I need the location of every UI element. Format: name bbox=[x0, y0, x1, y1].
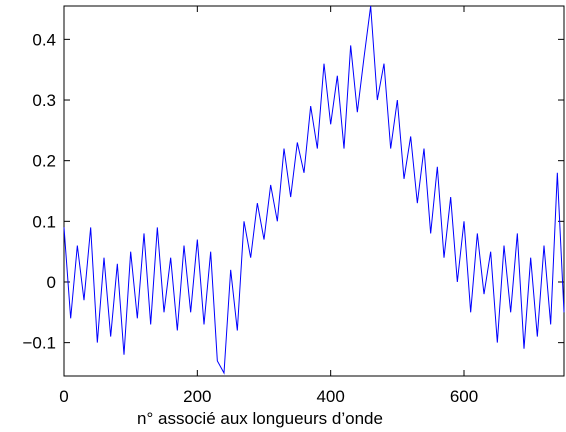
y-tick-labels: 0.4 0.3 0.2 0.1 0 −0.1 bbox=[22, 30, 56, 352]
y-tick-label: 0.4 bbox=[32, 30, 56, 49]
y-tick-label: −0.1 bbox=[22, 334, 56, 353]
axis-ticks bbox=[63, 6, 564, 376]
x-tick-label: 600 bbox=[450, 387, 478, 406]
plot-frame bbox=[63, 5, 565, 377]
y-tick-label: 0 bbox=[47, 273, 56, 292]
y-tick-label: 0.2 bbox=[32, 152, 56, 171]
y-tick-label: 0.3 bbox=[32, 91, 56, 110]
x-tick-label: 0 bbox=[59, 387, 68, 406]
x-axis-title: n° associé aux longueurs d’onde bbox=[137, 409, 383, 428]
x-tick-label: 200 bbox=[183, 387, 211, 406]
x-tick-labels: 0 200 400 600 bbox=[59, 387, 478, 406]
x-tick-label: 400 bbox=[316, 387, 344, 406]
series-line-0 bbox=[63, 5, 565, 375]
y-tick-label: 0.1 bbox=[32, 212, 56, 231]
series-layer bbox=[63, 5, 565, 375]
